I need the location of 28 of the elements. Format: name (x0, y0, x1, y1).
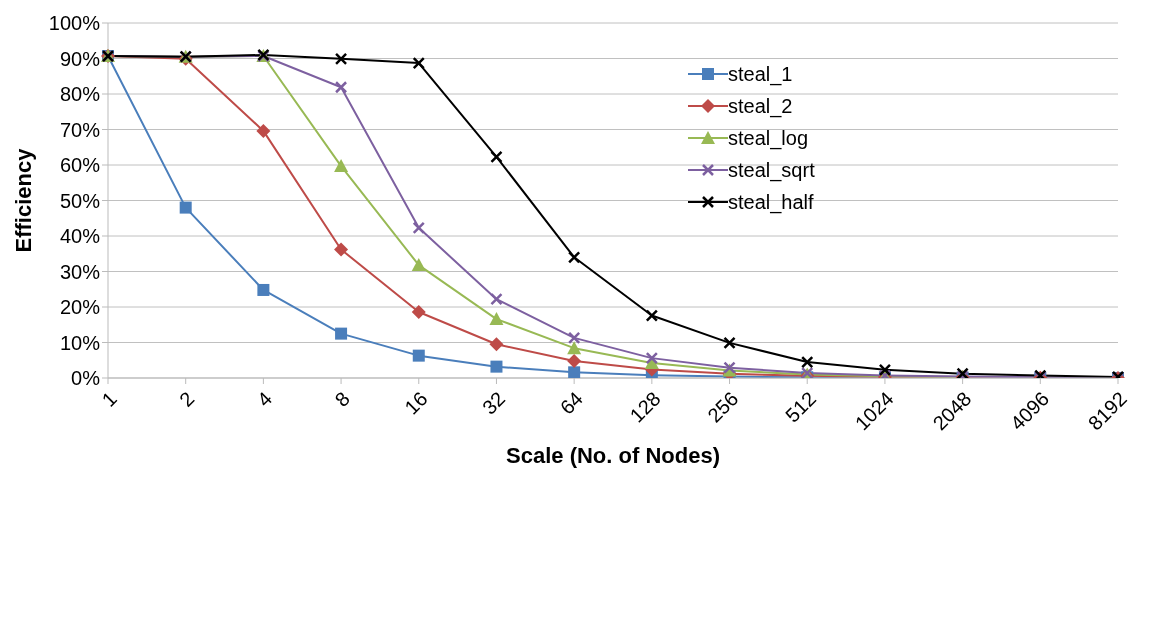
legend-label: steal_sqrt (728, 158, 815, 182)
x-tick-label: 16 (400, 387, 432, 419)
y-tick-label: 40% (59, 225, 101, 248)
legend-label: steal_1 (728, 62, 793, 86)
x-tick-label: 1 (97, 387, 121, 411)
y-axis-title: Efficiency (10, 147, 36, 253)
x-tick-label: 8 (330, 387, 354, 411)
x-tick-label: 128 (625, 387, 665, 427)
y-tick-label: 0% (71, 367, 101, 390)
x-tick-label: 32 (478, 387, 510, 419)
y-tick-label: 90% (59, 47, 101, 70)
y-tick-label: 20% (59, 296, 101, 319)
y-tick-label: 60% (59, 154, 101, 177)
y-tick-label: 80% (59, 83, 101, 106)
x-tick-label: 512 (780, 387, 821, 427)
legend-label: steal_half (728, 190, 814, 214)
y-tick-label: 10% (59, 331, 101, 354)
y-tick-label: 70% (59, 118, 101, 141)
x-tick-label: 2 (175, 387, 199, 411)
y-tick-label: 30% (59, 260, 101, 283)
legend-label: steal_log (728, 126, 809, 150)
x-axis-title: Scale (No. of Nodes) (506, 443, 720, 468)
y-tick-label: 100% (48, 12, 101, 35)
x-tick-label: 256 (703, 387, 743, 427)
legend-label: steal_2 (728, 94, 793, 118)
x-tick-label: 4 (252, 387, 277, 411)
y-tick-label: 50% (59, 189, 101, 212)
x-tick-label: 64 (555, 387, 588, 419)
